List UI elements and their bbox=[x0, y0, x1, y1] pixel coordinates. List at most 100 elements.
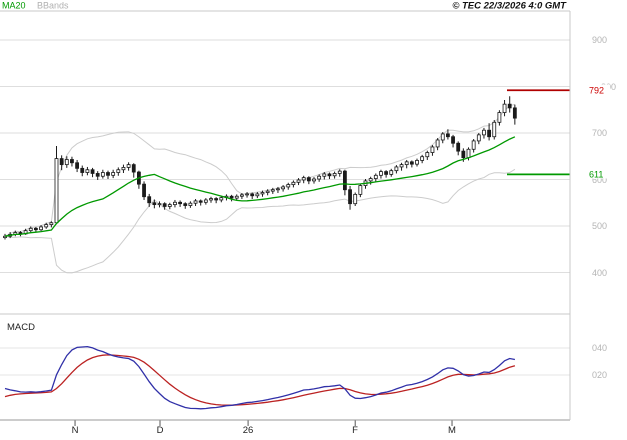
candles-layer bbox=[3, 96, 517, 240]
candle-body bbox=[291, 181, 296, 186]
candle-body bbox=[476, 134, 481, 142]
candle-body bbox=[39, 226, 43, 231]
candle-body bbox=[312, 178, 316, 182]
candle-body bbox=[482, 129, 486, 136]
candle-body bbox=[28, 227, 33, 232]
candle-body bbox=[415, 160, 419, 165]
candle-body bbox=[173, 201, 177, 206]
price-tick-label: 400 bbox=[592, 268, 607, 278]
candle-body bbox=[471, 140, 476, 150]
candle-body bbox=[54, 158, 59, 224]
macd-tick-label: 040 bbox=[592, 343, 607, 353]
candle-body bbox=[209, 198, 213, 201]
candle-body bbox=[260, 192, 265, 195]
month-label: 26 bbox=[243, 425, 254, 436]
candle-body bbox=[193, 200, 198, 204]
candle-body bbox=[126, 164, 131, 168]
candle-body bbox=[492, 121, 497, 138]
candle-body bbox=[348, 189, 352, 205]
candle-body bbox=[100, 172, 105, 177]
candle-body bbox=[106, 172, 110, 176]
candle-body bbox=[270, 189, 275, 192]
candle-body bbox=[183, 203, 188, 206]
candle-body bbox=[198, 200, 203, 203]
month-label: M bbox=[448, 425, 456, 436]
candle-body bbox=[203, 199, 208, 203]
copyright-text: © TEC 22/3/2026 4:0 GMT bbox=[452, 1, 567, 12]
candle-body bbox=[111, 172, 116, 176]
candle-body bbox=[3, 235, 7, 239]
candle-body bbox=[162, 203, 167, 207]
candle-body bbox=[502, 103, 507, 113]
candle-body bbox=[487, 129, 492, 138]
candle-body bbox=[306, 177, 311, 182]
candle-body bbox=[435, 139, 440, 148]
candle-body bbox=[188, 202, 193, 206]
candle-body bbox=[121, 167, 126, 171]
candle-body bbox=[157, 203, 162, 206]
candle-body bbox=[147, 196, 152, 204]
candle-body bbox=[507, 103, 512, 109]
candle-body bbox=[152, 202, 157, 206]
support-resistance-layer bbox=[507, 89, 570, 176]
candle-body bbox=[358, 185, 363, 195]
candle-body bbox=[296, 179, 301, 183]
bollinger-upper-line bbox=[4, 103, 516, 237]
candle-body bbox=[239, 194, 244, 197]
candle-body bbox=[461, 150, 466, 159]
legend-ma20-label: MA20 bbox=[2, 1, 26, 11]
candle-body bbox=[49, 222, 54, 226]
support-label-bg bbox=[587, 168, 610, 179]
candle-body bbox=[85, 169, 90, 173]
candle-body bbox=[80, 167, 85, 173]
candle-body bbox=[353, 193, 358, 205]
candle-body bbox=[234, 195, 239, 199]
candle-body bbox=[394, 166, 399, 172]
candle-body bbox=[404, 161, 409, 166]
price-tick-label: 700 bbox=[592, 128, 607, 138]
candle-body bbox=[75, 162, 79, 169]
candle-body bbox=[116, 169, 121, 173]
candle-body bbox=[286, 184, 291, 188]
resistance-level-label: 792 bbox=[589, 86, 604, 96]
candle-body bbox=[255, 193, 260, 197]
candle-body bbox=[131, 164, 136, 173]
candle-body bbox=[167, 204, 172, 207]
candle-body bbox=[245, 193, 249, 196]
macd-tick-label: 020 bbox=[592, 370, 607, 380]
candle-body bbox=[265, 190, 270, 193]
time-axis-ticks bbox=[74, 420, 453, 426]
candle-body bbox=[250, 193, 255, 197]
candle-body bbox=[322, 173, 327, 177]
macd-lines-layer bbox=[4, 345, 516, 410]
candle-body bbox=[425, 152, 430, 158]
candle-body bbox=[59, 158, 64, 166]
macd-signal-line bbox=[4, 354, 516, 406]
month-label: F bbox=[352, 425, 358, 436]
candle-body bbox=[44, 224, 49, 228]
legend-bbands-label: BBands bbox=[37, 1, 69, 11]
candle-body bbox=[420, 156, 425, 161]
macd-panel-label: MACD bbox=[7, 322, 35, 333]
ma20-line-layer bbox=[4, 136, 516, 237]
bollinger-bands-layer bbox=[4, 103, 516, 274]
candle-body bbox=[34, 227, 38, 231]
candle-body bbox=[301, 177, 306, 181]
candle-body bbox=[445, 133, 450, 138]
candle-body bbox=[497, 112, 502, 123]
candle-body bbox=[399, 164, 404, 168]
candle-body bbox=[466, 148, 471, 159]
month-label: N bbox=[72, 425, 79, 436]
candle-body bbox=[379, 171, 383, 176]
candle-body bbox=[70, 159, 74, 164]
candle-body bbox=[95, 173, 100, 177]
candle-body bbox=[451, 136, 455, 144]
candle-body bbox=[430, 146, 435, 153]
candle-body bbox=[384, 171, 389, 175]
price-tick-label: 500 bbox=[592, 221, 607, 231]
candle-body bbox=[512, 107, 517, 119]
candle-body bbox=[456, 142, 461, 152]
candle-body bbox=[327, 173, 332, 177]
candle-body bbox=[409, 161, 414, 165]
